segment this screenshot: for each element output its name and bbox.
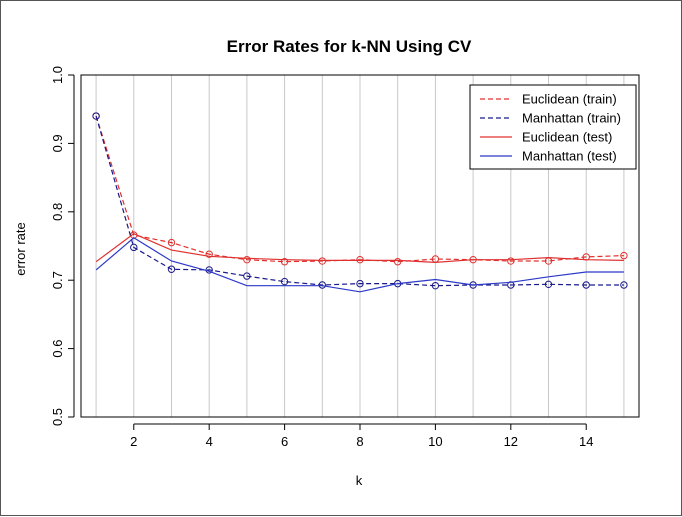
y-axis-label: error rate: [13, 222, 28, 275]
data-point: [356, 279, 364, 288]
legend-label-0: Euclidean (train): [522, 92, 617, 107]
data-point: [167, 238, 176, 247]
data-point: [243, 255, 251, 264]
legend-label-2: Euclidean (test): [522, 130, 612, 145]
y-tick-label: 0.5: [50, 408, 65, 426]
axes: 2 4 6 8 10 12 14 0.5 0.6 0.7 0.8 0.9 1.0: [50, 66, 593, 449]
x-tick-label: 12: [504, 434, 518, 449]
data-point: [280, 258, 289, 266]
data-point: [394, 258, 402, 266]
series-line-2: [95, 233, 624, 264]
series-line-3: [95, 237, 624, 293]
data-point: [620, 251, 628, 260]
y-tick-label: 1.0: [50, 66, 65, 84]
y-tick-label: 0.9: [50, 134, 65, 152]
x-tick-label: 8: [356, 434, 363, 449]
y-tick-label: 0.8: [50, 203, 65, 221]
plot-area-border: [80, 74, 640, 418]
legend-label-1: Manhattan (train): [522, 111, 621, 126]
data-point: [92, 112, 100, 120]
legend: Euclidean (train) Manhattan (train) Euclid…: [469, 84, 637, 170]
chart-title: Error Rates for k-NN Using CV: [227, 37, 472, 56]
x-axis-label: k: [356, 473, 363, 488]
data-point: [167, 265, 176, 273]
data-point: [507, 257, 515, 265]
data-point: [544, 280, 553, 289]
data-point: [130, 243, 138, 252]
x-tick-label: 2: [130, 434, 137, 449]
x-tick-label: 14: [579, 434, 593, 449]
legend-label-3: Manhattan (test): [522, 149, 617, 164]
series-layer: [92, 112, 628, 293]
data-point: [620, 281, 628, 289]
data-point: [318, 257, 326, 265]
data-point: [356, 255, 364, 264]
data-point: [205, 250, 213, 258]
x-tick-label: 4: [206, 434, 213, 449]
x-tick-label: 6: [281, 434, 288, 449]
y-tick-label: 0.7: [50, 271, 65, 289]
data-point: [280, 277, 289, 286]
x-tick-label: 10: [428, 434, 442, 449]
series-line-0: [95, 115, 624, 263]
series-line-1: [95, 115, 624, 287]
data-point: [431, 281, 440, 290]
data-point: [318, 281, 326, 289]
data-point: [243, 272, 251, 280]
data-point: [582, 281, 590, 289]
y-tick-label: 0.6: [50, 340, 65, 358]
